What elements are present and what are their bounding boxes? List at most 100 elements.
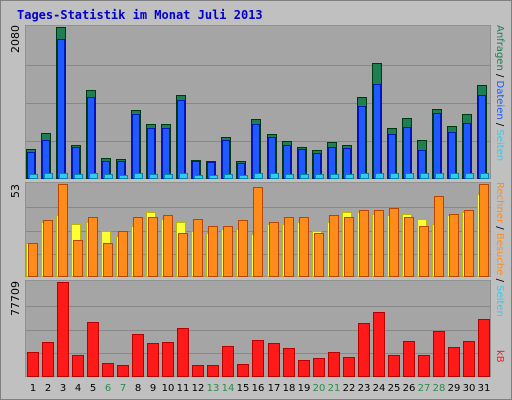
- bar-rechner-day-30: [464, 210, 474, 277]
- bar-dateien-day-25: [388, 134, 396, 179]
- legend-dateien: Dateien: [494, 80, 505, 120]
- day-label-1: 1: [29, 383, 37, 394]
- day-label-4: 4: [74, 383, 82, 394]
- visits-panel: [25, 182, 491, 277]
- bar-kb-day-7: [117, 365, 129, 377]
- bar-dateien-day-3: [57, 39, 65, 179]
- bottom-max-label: 77709: [9, 281, 22, 316]
- bar-kb-day-6: [102, 363, 114, 377]
- bar-seiten-day-20: [315, 174, 324, 179]
- bar-kb-day-11: [177, 328, 189, 377]
- day-axis: 1 2 3 4 5 6 7 8 9 10 11 12 13 14 15 16 17 18 19 20 21 22 23 24 2…: [25, 381, 491, 397]
- day-label-6: 6: [104, 383, 112, 394]
- bar-dateien-day-9: [147, 128, 155, 179]
- bar-seiten-day-2: [44, 173, 53, 179]
- bar-kb-day-31: [478, 319, 490, 377]
- bar-rechner-day-12: [193, 219, 203, 277]
- day-label-2: 2: [44, 383, 52, 394]
- bar-kb-day-20: [313, 358, 325, 377]
- day-label-24: 24: [372, 383, 386, 394]
- bar-rechner-day-13: [208, 226, 218, 277]
- traffic-chart-svg: [25, 280, 491, 377]
- bar-kb-day-15: [237, 364, 249, 377]
- bar-seiten-day-31: [480, 173, 489, 179]
- bar-rechner-day-26: [404, 217, 414, 277]
- bar-rechner-day-18: [284, 217, 294, 277]
- day-label-16: 16: [251, 383, 265, 394]
- bar-seiten-day-5: [89, 173, 98, 179]
- bar-rechner-day-23: [359, 210, 369, 277]
- bar-seiten-day-19: [300, 174, 309, 179]
- bar-kb-day-23: [358, 323, 370, 377]
- bar-seiten-day-1: [29, 174, 38, 179]
- bar-dateien-day-11: [177, 100, 185, 179]
- bar-kb-day-19: [298, 360, 310, 377]
- bar-kb-day-27: [418, 355, 430, 377]
- bar-rechner-day-27: [419, 226, 429, 277]
- bar-seiten-day-10: [164, 174, 173, 179]
- day-label-29: 29: [447, 383, 461, 394]
- bar-seiten-day-15: [239, 175, 248, 179]
- requests-panel: [25, 25, 491, 179]
- bar-seiten-day-16: [254, 173, 263, 179]
- traffic-legend: kB: [493, 280, 509, 377]
- bar-dateien-day-30: [463, 123, 471, 179]
- bar-seiten-day-30: [465, 173, 474, 179]
- bar-kb-day-17: [268, 343, 280, 377]
- bar-rechner-day-20: [314, 233, 324, 277]
- bar-rechner-day-5: [88, 217, 98, 277]
- bar-rechner-day-19: [299, 217, 309, 277]
- day-label-20: 20: [312, 383, 326, 394]
- bar-dateien-day-2: [42, 140, 50, 179]
- bar-dateien-day-21: [328, 147, 336, 179]
- bar-dateien-day-26: [403, 127, 411, 179]
- bar-kb-day-12: [192, 365, 204, 377]
- bar-kb-day-22: [343, 357, 355, 377]
- bar-seiten-day-9: [149, 174, 158, 179]
- bar-dateien-day-28: [433, 113, 441, 179]
- requests-legend: Anfragen / Dateien / Seiten: [493, 25, 509, 179]
- bar-seiten-day-7: [119, 175, 128, 179]
- day-label-25: 25: [387, 383, 401, 394]
- bar-rechner-day-21: [329, 215, 339, 277]
- bar-seiten-day-11: [179, 173, 188, 179]
- bar-kb-day-25: [388, 355, 400, 377]
- bar-rechner-day-1: [28, 243, 38, 277]
- bar-rechner-day-16: [253, 187, 263, 277]
- bar-rechner-day-4: [73, 240, 83, 277]
- bar-seiten-day-23: [360, 173, 369, 179]
- middle-max-label-box: 53: [3, 182, 25, 277]
- bar-dateien-day-17: [268, 137, 276, 179]
- legend-anfragen: Anfragen: [494, 25, 505, 71]
- legend-seiten: Seiten: [494, 129, 505, 162]
- bar-seiten-day-24: [375, 173, 384, 179]
- bar-dateien-day-31: [478, 95, 486, 179]
- bar-kb-day-9: [147, 343, 159, 377]
- day-label-17: 17: [267, 383, 281, 394]
- bar-kb-day-21: [328, 352, 340, 377]
- bar-kb-day-18: [283, 348, 295, 377]
- day-label-9: 9: [149, 383, 157, 394]
- bar-dateien-day-5: [87, 97, 95, 179]
- traffic-panel: [25, 280, 491, 377]
- bar-dateien-day-24: [373, 84, 381, 179]
- bar-rechner-day-15: [238, 220, 248, 277]
- day-label-21: 21: [327, 383, 341, 394]
- bottom-max-label-box: 77709: [3, 280, 25, 377]
- bar-rechner-day-28: [434, 196, 444, 277]
- day-label-13: 13: [206, 383, 220, 394]
- day-label-12: 12: [191, 383, 205, 394]
- day-label-23: 23: [357, 383, 371, 394]
- top-max-label: 2080: [9, 25, 22, 53]
- bar-seiten-day-25: [390, 173, 399, 179]
- bar-rechner-day-8: [133, 217, 143, 277]
- bar-rechner-day-3: [58, 184, 68, 277]
- middle-max-label: 53: [9, 184, 22, 198]
- top-max-label-box: 2080: [3, 25, 25, 179]
- day-label-22: 22: [342, 383, 356, 394]
- bar-rechner-day-22: [344, 217, 354, 277]
- bar-rechner-day-24: [374, 210, 384, 277]
- bar-kb-day-8: [132, 334, 144, 377]
- chart-title: Tages-Statistik im Monat Juli 2013: [17, 8, 263, 22]
